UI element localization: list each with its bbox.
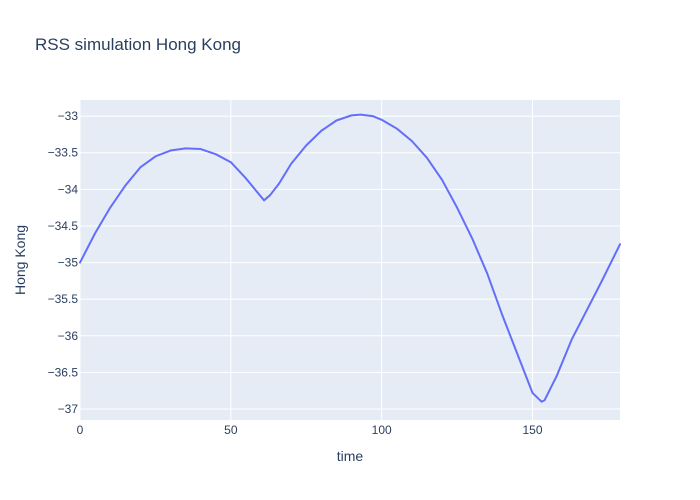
y-tick-label: −36.5 — [48, 365, 79, 379]
series-line-0 — [79, 113, 621, 403]
x-tick-label: 100 — [372, 423, 392, 437]
x-tick-label: 0 — [77, 423, 84, 437]
y-tick-label: −33.5 — [48, 146, 79, 160]
y-tick-label: −34.5 — [48, 219, 79, 233]
y-tick-label: −33 — [58, 109, 79, 123]
y-axis-ticks: −33 −33.5 −34 −34.5 −35 −35.5 −36 −36.5 −37 — [48, 109, 79, 416]
x-axis-title: time — [337, 448, 364, 464]
y-gridlines — [80, 115, 620, 410]
x-tick-label: 50 — [224, 423, 238, 437]
y-tick-label: −35 — [58, 256, 79, 270]
y-axis-title: Hong Kong — [12, 225, 28, 295]
x-gridlines — [79, 100, 534, 420]
chart-title: RSS simulation Hong Kong — [35, 35, 241, 54]
y-tick-label: −36 — [58, 329, 79, 343]
x-tick-label: 150 — [522, 423, 542, 437]
y-tick-label: −34 — [58, 182, 79, 196]
plot-area — [80, 100, 620, 420]
y-tick-label: −35.5 — [48, 292, 79, 306]
series-layer — [79, 113, 621, 403]
y-tick-label: −37 — [58, 402, 79, 416]
x-axis-ticks: 0 50 100 150 — [77, 423, 543, 437]
